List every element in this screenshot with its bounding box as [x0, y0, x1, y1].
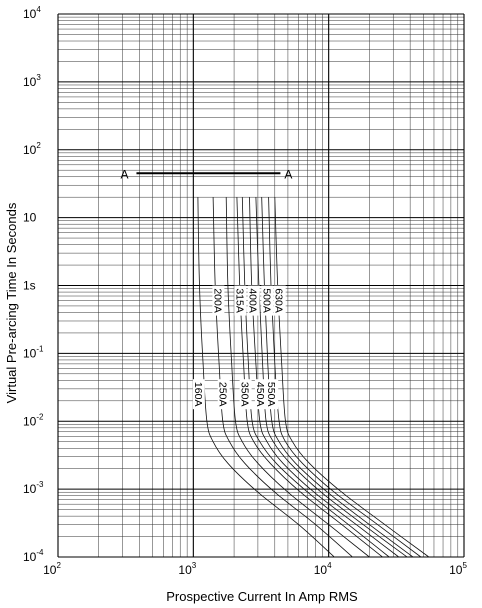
- curve-label-350a: 350A: [239, 382, 251, 407]
- curve-label-bg: [234, 285, 247, 316]
- curve-label-group: 200A: [211, 285, 225, 316]
- x-tick-label: 104: [314, 561, 332, 577]
- y-axis-title: Virtual Pre-arcing Time In Seconds: [4, 202, 19, 403]
- curve-label-bg: [217, 379, 230, 410]
- marker-label-left: A: [120, 167, 128, 181]
- curve-label-630a: 630A: [273, 288, 285, 313]
- axes: 102 103 104 105 104 103 102 10 1s 10-1 10-2 10-3 10-…: [23, 5, 467, 577]
- curve-label-group: 450A: [254, 379, 267, 410]
- curve-160a: [197, 197, 335, 558]
- curve-label-500a: 500A: [260, 288, 272, 313]
- curve-630a: [274, 197, 430, 558]
- curve-label-bg: [192, 379, 205, 410]
- y-tick-label: 104: [23, 5, 41, 21]
- curve-450a: [255, 197, 408, 558]
- curve-labels: 160A 200A 250A 315A 350A 400A 450A 500A 550A 630A: [192, 285, 286, 410]
- curve-label-group: 500A: [260, 285, 274, 316]
- curve-label-bg: [273, 285, 286, 316]
- y-tick-label: 10-4: [23, 548, 44, 564]
- curve-550a: [268, 197, 422, 558]
- curve-label-group: 550A: [265, 379, 279, 410]
- curve-label-550a: 550A: [265, 382, 277, 407]
- curve-250a: [225, 197, 370, 558]
- x-tick-label: 105: [449, 561, 467, 577]
- x-tick-label: 102: [43, 561, 61, 577]
- curve-label-group: 630A: [273, 285, 286, 316]
- curve-315a: [236, 197, 383, 558]
- y-tick-label: 103: [23, 73, 41, 89]
- curve-label-group: 160A: [192, 379, 205, 410]
- curve-500a: [261, 197, 414, 558]
- curve-label-bg: [239, 379, 252, 410]
- curve-label-group: 400A: [247, 285, 260, 316]
- curve-label-bg: [247, 285, 260, 316]
- curve-label-400a: 400A: [247, 288, 259, 313]
- y-tick-label: 10-3: [23, 480, 44, 496]
- y-tick-label: 10-1: [23, 344, 44, 360]
- y-tick-label: 10: [23, 211, 37, 225]
- curve-label-160a: 160A: [192, 382, 204, 407]
- curve-label-250a: 250A: [217, 382, 229, 407]
- marker-label-right: A: [284, 167, 292, 181]
- y-tick-label: 10-2: [23, 412, 44, 428]
- curve-label-group: 250A: [217, 379, 230, 410]
- curve-label-group: 350A: [239, 379, 252, 410]
- curve-label-450a: 450A: [254, 382, 266, 407]
- curve-label-bg: [266, 379, 279, 410]
- y-tick-label: 102: [23, 141, 41, 157]
- x-axis-title: Prospective Current In Amp RMS: [166, 589, 358, 604]
- grid: [57, 13, 465, 558]
- curve-label-bg: [261, 285, 274, 316]
- y-tick-label: 1s: [23, 279, 36, 293]
- curve-label-315a: 315A: [233, 288, 245, 313]
- x-tick-label: 103: [178, 561, 196, 577]
- curve-label-group: 315A: [233, 285, 247, 316]
- curve-label-bg: [212, 285, 225, 316]
- curve-label-bg: [254, 379, 267, 410]
- curve-label-200a: 200A: [211, 288, 223, 313]
